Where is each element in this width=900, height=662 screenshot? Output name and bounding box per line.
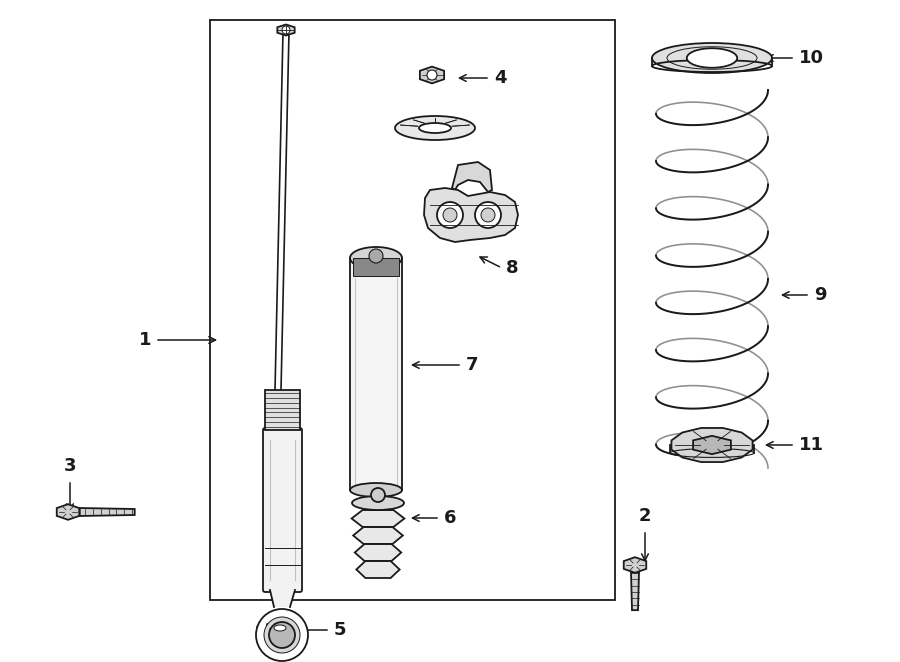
Circle shape [369,249,383,263]
Ellipse shape [352,496,404,510]
Circle shape [371,488,385,502]
Ellipse shape [419,123,451,133]
Polygon shape [275,32,289,390]
Bar [210,20,615,600]
Circle shape [282,26,290,34]
FancyBboxPatch shape [263,428,302,592]
Polygon shape [355,544,401,561]
Circle shape [481,208,495,222]
Polygon shape [353,258,399,276]
Text: 9: 9 [814,286,826,304]
Ellipse shape [274,625,286,631]
Polygon shape [356,561,400,578]
Text: 1: 1 [139,331,151,349]
Circle shape [443,208,457,222]
Circle shape [437,202,463,228]
Text: 5: 5 [334,621,346,639]
Ellipse shape [350,483,402,497]
Text: 7: 7 [466,356,479,374]
Text: 2: 2 [639,507,652,525]
Polygon shape [267,620,293,636]
Polygon shape [80,508,135,516]
Text: 11: 11 [799,436,824,454]
Text: 4: 4 [494,69,507,87]
Ellipse shape [687,48,737,68]
Circle shape [427,70,437,80]
Circle shape [256,609,308,661]
Ellipse shape [395,116,475,140]
Polygon shape [420,67,444,83]
Text: 10: 10 [799,49,824,67]
Polygon shape [270,590,295,607]
Text: 6: 6 [444,509,456,527]
Polygon shape [693,436,731,454]
Ellipse shape [350,247,402,269]
Ellipse shape [652,43,772,73]
Polygon shape [277,24,294,36]
Ellipse shape [257,620,303,636]
Circle shape [269,622,295,648]
Polygon shape [624,557,646,573]
Polygon shape [350,258,402,490]
Circle shape [264,617,300,653]
Polygon shape [452,162,492,192]
Polygon shape [352,510,404,527]
Circle shape [475,202,501,228]
Polygon shape [671,428,752,462]
Polygon shape [265,390,300,430]
Polygon shape [424,188,518,242]
Text: 3: 3 [64,457,76,475]
Polygon shape [57,504,79,520]
Text: 8: 8 [506,259,518,277]
Polygon shape [353,527,403,544]
Polygon shape [631,572,639,610]
